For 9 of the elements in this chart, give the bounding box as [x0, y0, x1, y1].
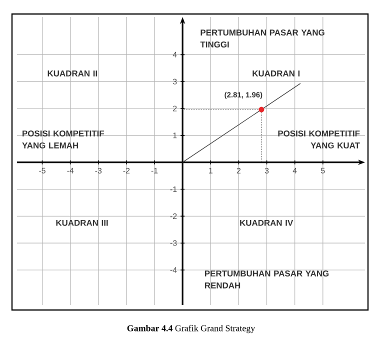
annotation: KUADRAN I [252, 70, 300, 76]
annotation: KUADRAN II [48, 70, 98, 76]
annotation: POSISI KOMPETITIF YANG LEMAH [22, 130, 104, 148]
annotation: KUADRAN IV [240, 220, 294, 226]
annotation: POSISI KOMPETITIF YANG KUAT [278, 130, 360, 148]
annotation: PERTUMBUHAN PASAR YANG TINGGI [200, 30, 324, 48]
annotation: KUADRAN III [56, 220, 108, 226]
text: Gambar 4.4 Grafik Grand Strategy [127, 324, 256, 334]
annotation: PERTUMBUHAN PASAR YANG RENDAH [204, 270, 329, 288]
